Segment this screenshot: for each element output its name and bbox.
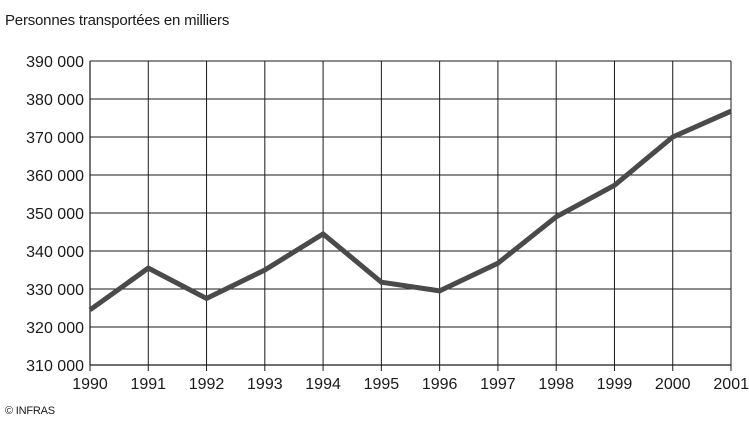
x-tick-label: 1998 — [538, 376, 574, 393]
grid — [89, 60, 732, 371]
x-tick-label: 1990 — [72, 376, 108, 393]
x-tick-label: 1999 — [597, 376, 633, 393]
series — [88, 108, 733, 312]
x-tick-label: 1993 — [247, 376, 283, 393]
y-tick-label: 320 000 — [26, 320, 84, 337]
x-tick-label: 1994 — [305, 376, 341, 393]
y-tick-label: 380 000 — [26, 92, 84, 109]
x-tick-label: 2001 — [713, 376, 749, 393]
y-tick-label: 370 000 — [26, 130, 84, 147]
y-tick-label: 360 000 — [26, 168, 84, 185]
tick-labels: 310 000 320 000 330 000 340 000 350 000 360 0… — [26, 54, 749, 393]
y-tick-label: 390 000 — [26, 54, 84, 71]
x-tick-label: 1992 — [189, 376, 225, 393]
x-tick-label: 1996 — [422, 376, 458, 393]
source-note: © INFRAS — [5, 405, 55, 417]
y-tick-label: 350 000 — [26, 206, 84, 223]
y-tick-label: 330 000 — [26, 282, 84, 299]
x-tick-label: 1997 — [480, 376, 516, 393]
x-tick-label: 1995 — [364, 376, 400, 393]
y-tick-label: 310 000 — [26, 358, 84, 375]
axes — [89, 61, 731, 366]
x-tick-label: 1991 — [130, 376, 166, 393]
series-line — [88, 108, 733, 312]
chart-title: Personnes transportées en milliers — [5, 12, 230, 29]
x-tick-label: 2000 — [655, 376, 691, 393]
y-tick-label: 340 000 — [26, 244, 84, 261]
